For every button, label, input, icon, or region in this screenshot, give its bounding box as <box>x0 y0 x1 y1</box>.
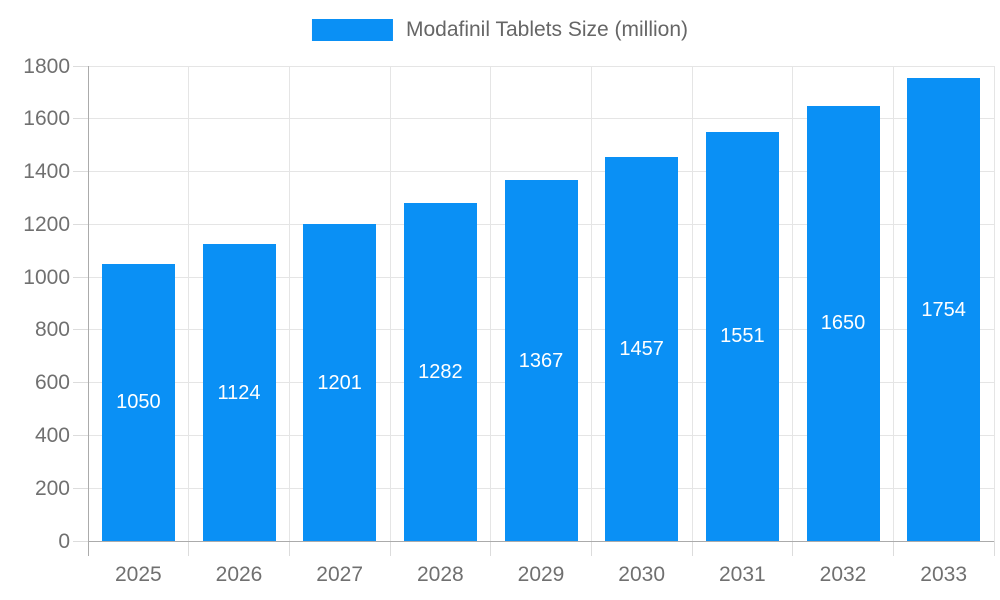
legend-item[interactable]: Modafinil Tablets Size (million) <box>311 18 689 42</box>
bar-value-label: 1551 <box>720 325 765 348</box>
bar-2028[interactable] <box>403 202 477 541</box>
gridline-vertical <box>892 66 894 541</box>
bar-2027[interactable] <box>303 224 377 541</box>
x-axis-tick-mark <box>590 541 592 556</box>
gridline-horizontal <box>88 65 994 67</box>
bar-value-label: 1124 <box>217 381 261 404</box>
y-axis-line <box>87 66 89 556</box>
x-axis-tick-mark <box>490 541 492 556</box>
y-axis-tick-mark <box>73 382 88 384</box>
legend-swatch-icon <box>311 19 393 41</box>
x-axis-tick-label: 2025 <box>114 563 162 586</box>
x-axis-tick-mark <box>288 541 290 556</box>
x-axis-tick-mark <box>691 541 693 556</box>
x-axis-tick-label: 2027 <box>316 563 364 586</box>
gridline-vertical <box>993 66 995 541</box>
x-axis-tick-label: 2029 <box>517 563 565 586</box>
bar-2031[interactable] <box>705 131 779 541</box>
bar-2030[interactable] <box>605 156 679 541</box>
x-axis-tick-mark <box>188 541 190 556</box>
x-axis-tick-label: 2033 <box>920 563 968 586</box>
gridline-vertical <box>792 66 794 541</box>
gridline-horizontal <box>88 171 994 173</box>
bar-value-label: 1050 <box>116 391 161 414</box>
x-axis-tick-label: 2028 <box>416 563 464 586</box>
y-axis-tick-label: 400 <box>34 423 70 447</box>
y-axis-tick-label: 1400 <box>23 160 70 184</box>
y-axis-tick-mark <box>73 118 88 120</box>
y-axis-tick-mark <box>73 540 88 542</box>
y-axis-tick-label: 200 <box>34 476 70 500</box>
y-axis-tick-label: 1800 <box>23 54 70 78</box>
bar-2033[interactable] <box>907 78 981 541</box>
bar-2029[interactable] <box>504 180 578 541</box>
y-axis-tick-mark <box>73 223 88 225</box>
y-axis-tick-mark <box>73 171 88 173</box>
x-axis-tick-mark <box>389 541 391 556</box>
bar-2032[interactable] <box>806 105 880 541</box>
x-axis-tick-label: 2031 <box>718 563 766 586</box>
y-axis-tick-mark <box>73 434 88 436</box>
x-axis-tick-mark <box>792 541 794 556</box>
y-axis-tick-label: 1200 <box>23 212 70 236</box>
y-axis-tick-label: 1600 <box>23 107 70 131</box>
gridline-vertical <box>389 66 391 541</box>
bar-value-label: 1201 <box>317 371 362 394</box>
bar-2026[interactable] <box>202 244 276 541</box>
bar-value-label: 1282 <box>418 360 463 383</box>
bar-value-label: 1754 <box>921 298 966 321</box>
x-axis-tick-mark <box>993 541 995 556</box>
y-axis-tick-mark <box>73 329 88 331</box>
gridline-vertical <box>590 66 592 541</box>
gridline-horizontal <box>88 118 994 120</box>
x-axis-line <box>88 540 994 542</box>
y-axis-tick-mark <box>73 276 88 278</box>
y-axis-tick-label: 0 <box>58 529 70 553</box>
bar-2025[interactable] <box>101 263 175 541</box>
legend-label: Modafinil Tablets Size (million) <box>405 18 689 41</box>
x-axis-tick-label: 2026 <box>215 563 263 586</box>
bar-value-label: 1367 <box>518 349 564 372</box>
y-axis-tick-label: 600 <box>34 371 70 395</box>
x-axis-tick-mark <box>892 541 894 556</box>
bar-value-label: 1457 <box>619 337 664 360</box>
gridline-vertical <box>288 66 290 541</box>
gridline-vertical <box>691 66 693 541</box>
x-axis-tick-label: 2030 <box>618 563 666 586</box>
gridline-vertical <box>490 66 492 541</box>
x-axis-tick-label: 2032 <box>819 563 867 586</box>
gridline-vertical <box>188 66 190 541</box>
y-axis-tick-mark <box>73 487 88 489</box>
y-axis-tick-label: 800 <box>34 318 70 342</box>
y-axis-tick-label: 1000 <box>23 265 70 289</box>
y-axis-tick-mark <box>73 65 88 67</box>
bar-value-label: 1650 <box>820 312 866 335</box>
